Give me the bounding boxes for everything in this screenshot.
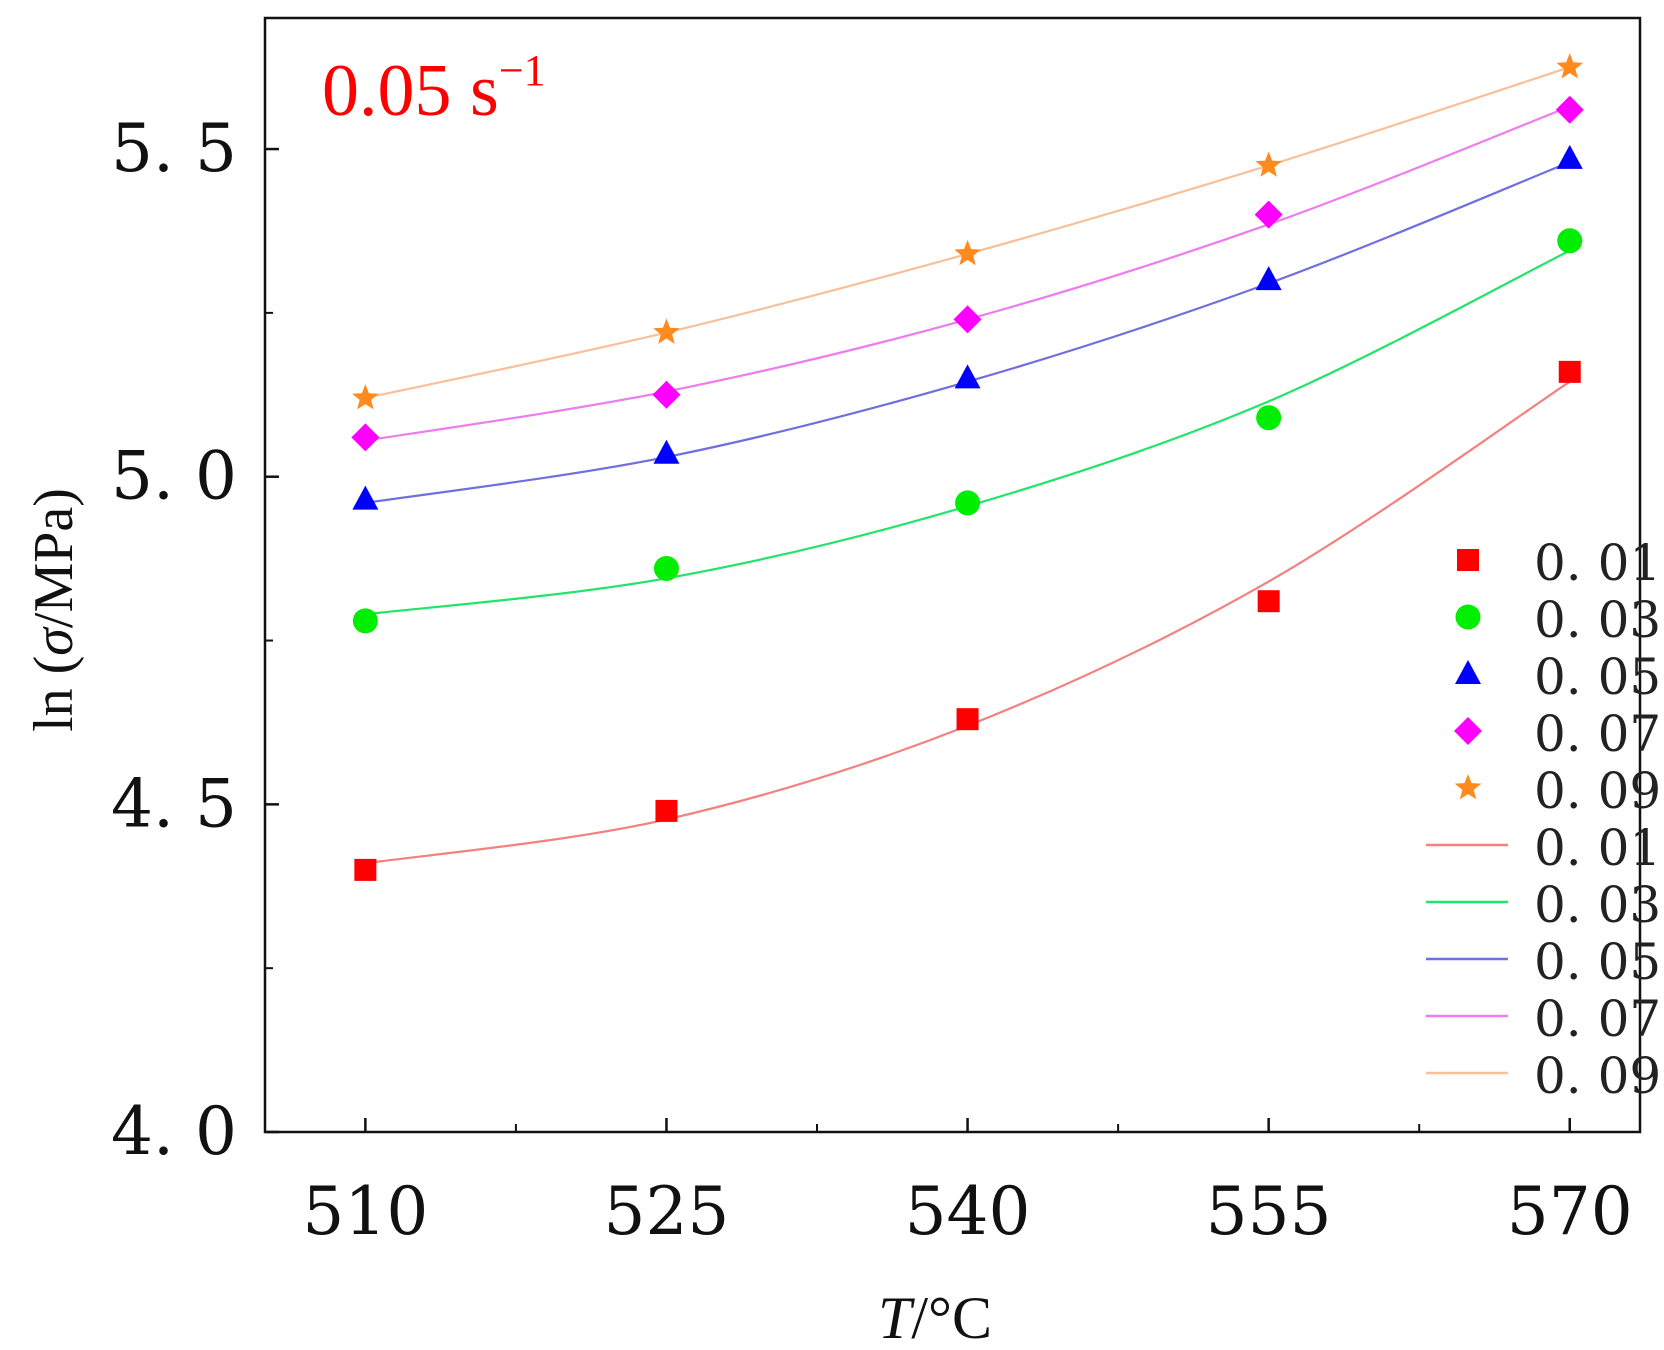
legend-marker-3 [1455,660,1481,684]
x-tick-label: 525 [603,1173,729,1250]
data-point-s4-3 [953,305,982,334]
legend-label-line-5: 0. 09 [1534,1047,1661,1105]
legend-marker-4 [1454,717,1482,745]
data-point-s1-3 [956,708,979,731]
data-point-s5-5 [1556,53,1584,79]
data-point-s3-1 [352,485,379,510]
data-point-s4-1 [351,423,380,452]
legend-marker-2 [1455,604,1481,630]
data-point-s3-2 [653,439,680,464]
fit-curves [365,66,1571,865]
strain-rate-annotation: 0.05 s−1 [322,46,546,132]
x-axis-title: T/°C [878,1285,992,1350]
data-point-s2-3 [955,490,981,516]
data-point-s1-2 [655,799,678,822]
legend-label-line-1: 0. 01 [1534,819,1661,877]
legend-label-marker-1: 0. 01 [1534,534,1661,592]
legend-label-marker-3: 0. 05 [1534,648,1661,706]
data-point-s2-1 [352,608,378,634]
data-point-s3-4 [1255,266,1282,291]
y-tick-label: 4. 0 [111,1093,237,1170]
data-point-s3-5 [1556,144,1583,169]
fit-curve-2 [365,249,1571,616]
data-point-s1-1 [354,858,377,881]
data-point-s4-4 [1254,200,1283,229]
data-point-s3-3 [954,364,981,389]
fit-curve-5 [365,66,1571,400]
x-tick-label: 555 [1206,1173,1332,1250]
fit-curve-1 [365,380,1571,865]
data-point-s1-4 [1257,590,1280,613]
data-point-s5-4 [1255,151,1282,177]
y-axis-title: ln (σ/MPa) [23,488,85,732]
legend-label-marker-2: 0. 03 [1534,591,1661,649]
data-point-s4-2 [652,380,681,409]
legend: 0. 010. 030. 050. 070. 090. 010. 030. 05… [1426,534,1661,1105]
y-tick-label: 5. 5 [111,110,237,187]
data-point-s5-1 [352,384,379,410]
plot-frame [263,16,1642,1134]
x-axis: 510 525 540 555 570 [302,1118,1633,1250]
data-point-s2-4 [1256,405,1282,431]
data-markers [351,53,1584,881]
data-point-s2-5 [1557,228,1583,254]
y-tick-label: 4. 5 [111,765,237,842]
legend-label-marker-4: 0. 07 [1534,705,1661,763]
data-point-s5-2 [653,318,680,344]
data-point-s4-5 [1555,95,1584,124]
fit-curve-4 [365,105,1571,442]
y-tick-label: 5. 0 [111,438,237,515]
x-tick-label: 510 [302,1173,428,1250]
legend-label-line-4: 0. 07 [1534,990,1661,1048]
legend-label-line-3: 0. 05 [1534,933,1661,991]
legend-marker-5 [1454,774,1482,800]
plot-area [263,16,1642,1134]
x-tick-label: 540 [905,1173,1031,1250]
legend-label-marker-5: 0. 09 [1534,762,1661,820]
data-point-s2-2 [653,555,679,581]
data-point-s5-3 [954,239,981,266]
x-tick-label: 570 [1507,1173,1633,1250]
data-point-s1-5 [1558,360,1581,383]
y-axis: 4. 0 4. 5 5. 0 5. 5 [111,110,279,1170]
legend-label-line-2: 0. 03 [1534,876,1661,934]
legend-marker-1 [1457,549,1479,571]
